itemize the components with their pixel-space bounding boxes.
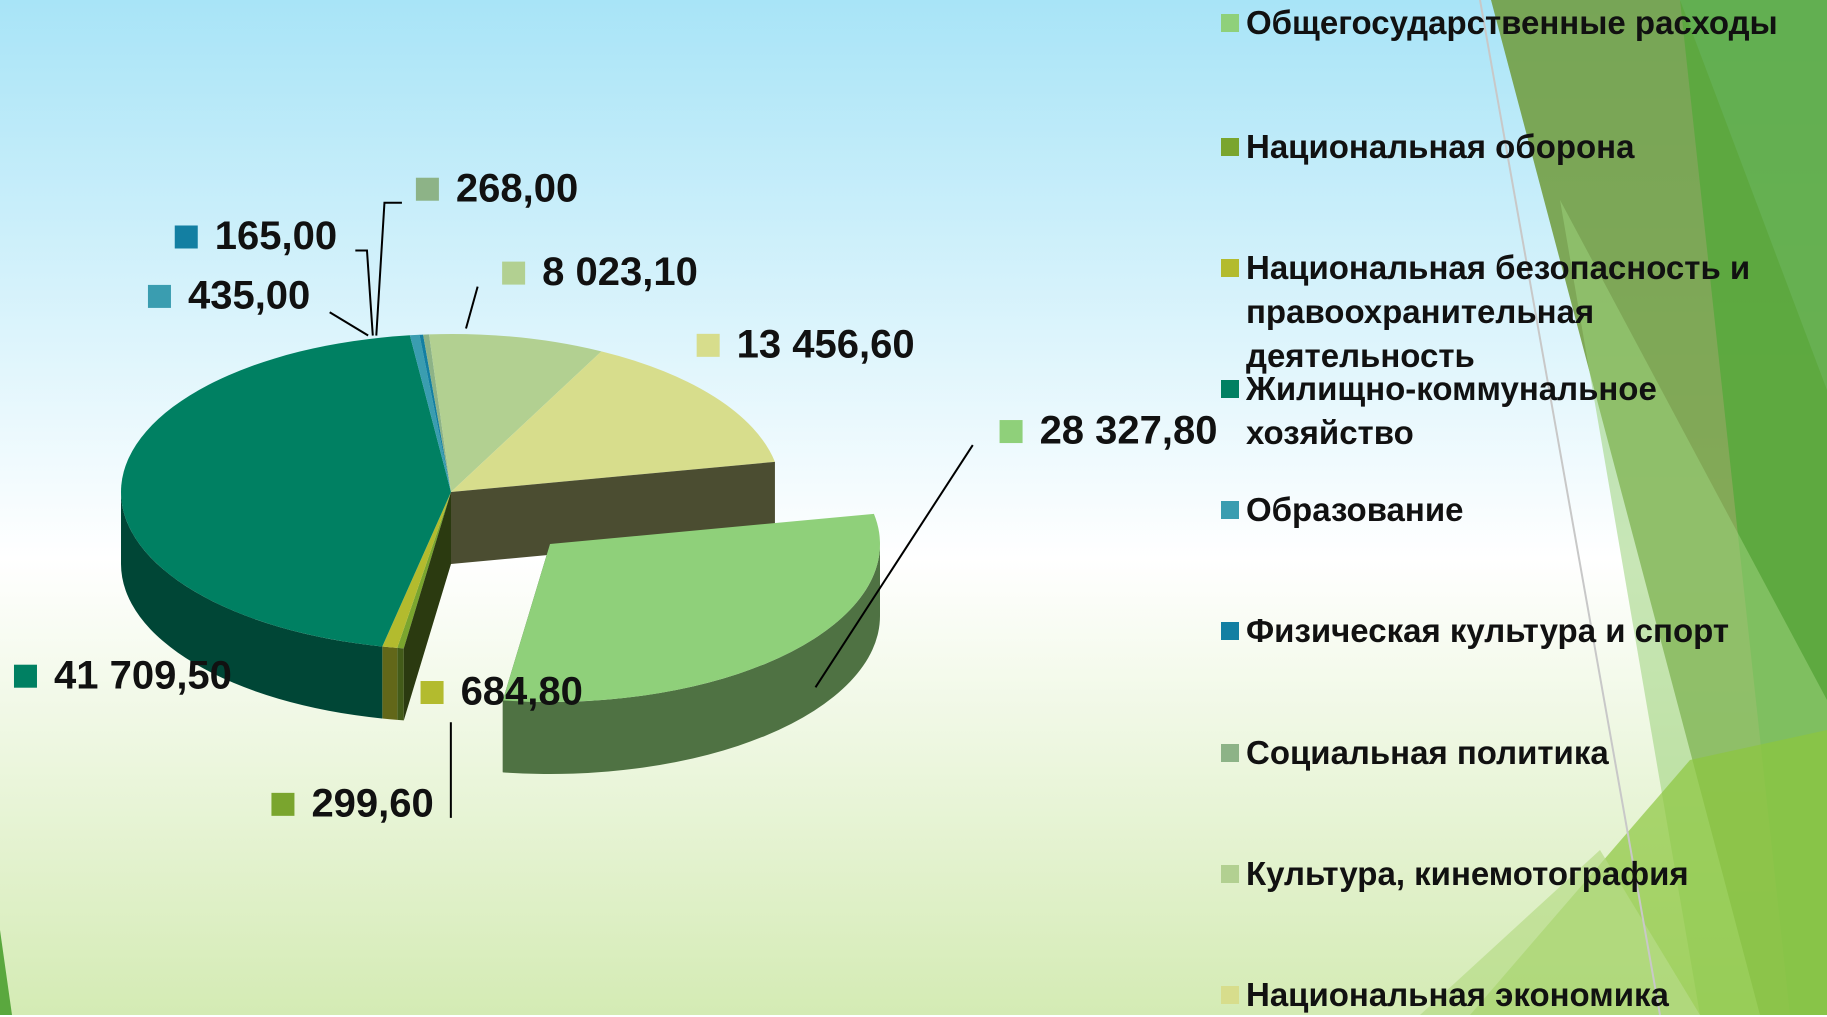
- slice: [451, 351, 775, 492]
- legend-item: Национальная оборона: [1221, 125, 1806, 169]
- slice-side: [382, 646, 398, 720]
- slice: [502, 513, 880, 702]
- leader-line: [375, 201, 402, 336]
- legend-item: Жилищно-коммунальное хозяйство: [1221, 367, 1806, 455]
- legend-label: Национальная безопасность и правоохранит…: [1246, 249, 1751, 374]
- leader-line: [329, 311, 369, 337]
- data-label: 28 327,80: [1040, 409, 1218, 453]
- slice: [419, 334, 451, 492]
- legend-swatch: [1221, 138, 1239, 156]
- legend-label: Национальная оборона: [1246, 128, 1635, 165]
- data-label: 13 456,60: [737, 322, 915, 366]
- label-swatch: [174, 225, 198, 249]
- legend-label: Социальная политика: [1246, 734, 1609, 771]
- slice: [120, 335, 451, 647]
- slice: [382, 492, 451, 648]
- legend-label: Жилищно-коммунальное хозяйство: [1246, 370, 1657, 451]
- legend-swatch: [1221, 865, 1239, 883]
- legend-swatch: [1221, 744, 1239, 762]
- slice-cut: [403, 492, 451, 721]
- legend-swatch: [1221, 259, 1239, 277]
- slice-side: [121, 492, 383, 719]
- data-label: 299,60: [311, 781, 433, 825]
- legend-swatch: [1221, 622, 1239, 640]
- label-swatch: [420, 681, 444, 705]
- label-swatch: [999, 420, 1023, 444]
- legend-label: Физическая культура и спорт: [1246, 612, 1730, 649]
- legend-swatch: [1221, 501, 1239, 519]
- data-label: 684,80: [461, 670, 583, 714]
- legend-item: Физическая культура и спорт: [1221, 609, 1806, 653]
- legend-item: Культура, кинемотография: [1221, 852, 1806, 896]
- leader-line: [465, 286, 479, 329]
- legend-item: Социальная политика: [1221, 731, 1806, 775]
- slice-side: [502, 544, 880, 774]
- slice: [409, 334, 451, 492]
- legend-label: Национальная экономика: [1246, 976, 1669, 1013]
- legend-item: Общегосударственные расходы: [1221, 1, 1806, 45]
- slice-side: [397, 647, 404, 721]
- legend-label: Культура, кинемотография: [1246, 855, 1689, 892]
- label-swatch: [271, 792, 295, 816]
- data-label: 8 023,10: [542, 250, 698, 294]
- slice: [429, 334, 602, 492]
- legend-swatch: [1221, 380, 1239, 398]
- data-label: 435,00: [188, 273, 310, 317]
- deco-line: [1479, 0, 1661, 1015]
- legend-label: Образование: [1246, 491, 1464, 528]
- legend-item: Национальная экономика: [1221, 973, 1806, 1017]
- legend-label: Общегосударственные расходы: [1246, 4, 1778, 41]
- deco-band: [0, 930, 12, 1015]
- data-label: 165,00: [215, 214, 337, 258]
- legend-item: Национальная безопасность и правоохранит…: [1221, 246, 1806, 378]
- label-swatch: [502, 261, 526, 285]
- label-swatch: [147, 284, 171, 308]
- slice: [423, 334, 451, 492]
- label-swatch: [13, 664, 37, 688]
- slice: [397, 492, 451, 649]
- data-label: 268,00: [456, 166, 578, 210]
- leader-line: [355, 249, 374, 336]
- legend-swatch: [1221, 14, 1239, 32]
- deco-band: [1420, 850, 1700, 1015]
- label-swatch: [415, 177, 439, 201]
- label-swatch: [696, 333, 720, 357]
- legend-item: Образование: [1221, 488, 1806, 532]
- data-label: 41 709,50: [54, 653, 232, 697]
- leader-line: [814, 444, 974, 688]
- legend-swatch: [1221, 986, 1239, 1004]
